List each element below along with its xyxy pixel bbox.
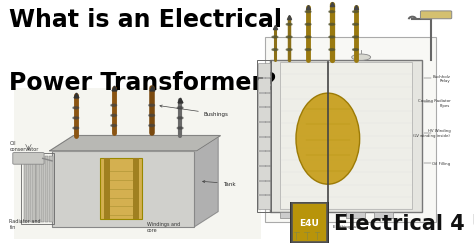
Ellipse shape	[286, 24, 292, 26]
Ellipse shape	[286, 37, 292, 39]
Text: Oil Filling: Oil Filling	[432, 161, 450, 165]
Bar	[270, 60, 422, 212]
Bar	[133, 159, 139, 219]
Text: Cooling Radiator
Pipes: Cooling Radiator Pipes	[418, 99, 450, 107]
Bar	[257, 60, 271, 212]
FancyBboxPatch shape	[13, 153, 44, 165]
Ellipse shape	[177, 117, 183, 119]
Bar	[258, 166, 270, 180]
Ellipse shape	[73, 128, 79, 130]
Text: Bushings: Bushings	[160, 106, 228, 117]
Polygon shape	[52, 136, 218, 151]
Ellipse shape	[272, 37, 278, 39]
Ellipse shape	[305, 12, 311, 13]
Bar	[45, 156, 48, 222]
Text: Oil
conservator: Oil conservator	[9, 140, 39, 151]
Ellipse shape	[353, 49, 358, 51]
Bar	[308, 212, 327, 218]
Text: Tank: Tank	[202, 181, 236, 186]
Ellipse shape	[149, 115, 155, 117]
Text: Power Transformer?: Power Transformer?	[9, 71, 277, 94]
FancyBboxPatch shape	[420, 12, 452, 20]
Ellipse shape	[286, 49, 292, 51]
Bar	[258, 79, 270, 92]
Ellipse shape	[177, 107, 183, 109]
Bar	[104, 159, 110, 219]
Ellipse shape	[177, 128, 183, 130]
Bar	[32, 156, 36, 222]
Ellipse shape	[329, 12, 335, 13]
Ellipse shape	[111, 115, 117, 117]
Polygon shape	[194, 136, 218, 227]
Polygon shape	[50, 136, 220, 151]
Text: Windings and
core: Windings and core	[147, 221, 180, 232]
Bar	[258, 64, 270, 78]
Bar	[258, 196, 270, 209]
Bar	[374, 212, 393, 218]
Ellipse shape	[111, 125, 117, 127]
Bar	[280, 212, 299, 218]
Ellipse shape	[73, 107, 79, 109]
Ellipse shape	[111, 105, 117, 107]
Bar	[258, 137, 270, 151]
Bar	[24, 156, 27, 222]
Ellipse shape	[353, 12, 358, 13]
Bar	[28, 156, 31, 222]
Text: E4U: E4U	[300, 218, 319, 227]
Ellipse shape	[305, 24, 311, 26]
Ellipse shape	[329, 24, 335, 26]
Ellipse shape	[149, 105, 155, 107]
Bar	[292, 203, 327, 242]
Text: Buchholz
Relay: Buchholz Relay	[432, 74, 450, 83]
Ellipse shape	[352, 55, 371, 61]
Text: Electrical 4 U: Electrical 4 U	[334, 213, 474, 233]
Ellipse shape	[353, 37, 358, 39]
Bar	[41, 156, 44, 222]
Ellipse shape	[296, 94, 360, 184]
Bar	[49, 156, 53, 222]
Bar	[258, 181, 270, 195]
Bar	[52, 151, 194, 227]
Bar	[258, 152, 270, 165]
Ellipse shape	[305, 49, 311, 51]
Text: Earthing Lug: Earthing Lug	[333, 224, 359, 228]
Bar	[346, 212, 365, 218]
Text: What is an Electrical: What is an Electrical	[9, 8, 283, 32]
Ellipse shape	[329, 49, 335, 51]
Bar	[100, 159, 142, 219]
Bar	[280, 63, 412, 209]
Ellipse shape	[149, 125, 155, 127]
Bar	[21, 154, 54, 224]
Ellipse shape	[73, 117, 79, 119]
Bar	[14, 88, 261, 239]
Bar	[265, 38, 436, 222]
Bar	[36, 156, 40, 222]
Bar	[258, 108, 270, 121]
Bar	[258, 93, 270, 107]
Bar	[290, 202, 329, 243]
Bar	[258, 122, 270, 136]
Ellipse shape	[305, 37, 311, 39]
Ellipse shape	[329, 37, 335, 39]
Ellipse shape	[353, 24, 358, 26]
Text: HV Winding
(LV winding inside): HV Winding (LV winding inside)	[413, 129, 450, 137]
Ellipse shape	[272, 49, 278, 51]
Text: Radiator and
fin: Radiator and fin	[9, 218, 41, 229]
